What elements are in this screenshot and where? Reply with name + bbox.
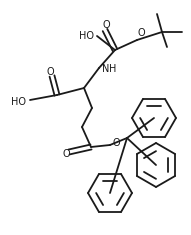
Text: H: H: [109, 64, 116, 74]
Text: O: O: [137, 28, 145, 38]
Text: O: O: [46, 67, 54, 77]
Text: HO: HO: [79, 31, 94, 41]
Text: O: O: [62, 149, 70, 159]
Text: O: O: [112, 138, 120, 148]
Text: HO: HO: [11, 97, 26, 107]
Text: N: N: [102, 64, 109, 74]
Text: O: O: [102, 20, 110, 30]
